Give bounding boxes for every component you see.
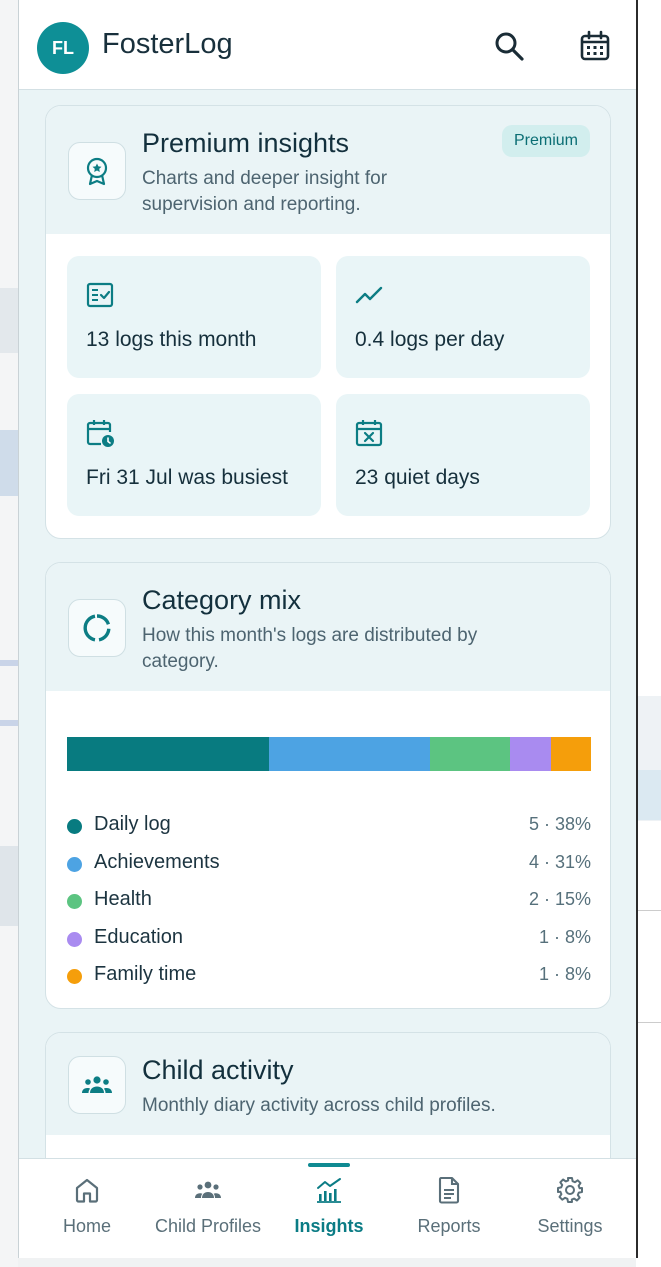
stat-label: 0.4 logs per day: [355, 328, 505, 351]
legend-value: 1 · 8%: [538, 926, 591, 947]
card-subtitle: Charts and deeper insight for supervisio…: [142, 168, 388, 215]
checklist-icon: [86, 282, 114, 308]
legend-dot: [67, 819, 82, 834]
background-strip: [0, 430, 18, 496]
nav-item-child-profiles[interactable]: Child Profiles: [153, 1159, 263, 1258]
stat-label: Fri 31 Jul was busiest: [86, 466, 288, 489]
top-app-bar: FL FosterLog: [19, 0, 636, 90]
stat-tile: Fri 31 Jul was busiest: [67, 394, 321, 516]
nav-item-home[interactable]: Home: [32, 1159, 142, 1258]
card-header: Child activity Monthly diary activity ac…: [46, 1033, 610, 1135]
legend-value: 5 · 38%: [528, 814, 591, 834]
card-subtitle: How this month's logs are distributed by…: [142, 625, 478, 672]
category-stacked-bar: [67, 737, 591, 771]
legend-value: 1 · 8%: [538, 964, 591, 984]
card-title: Premium insights: [142, 128, 350, 158]
header-icon-box: [68, 142, 126, 200]
calendar-icon[interactable]: [579, 30, 611, 62]
background-window-left: [0, 0, 18, 1267]
app-window: FL FosterLog: [18, 0, 638, 1258]
card-header: Premium insights Charts and deeper insig…: [46, 106, 610, 234]
stat-tile: 23 quiet days: [336, 394, 590, 516]
calendar-clock-icon: [86, 420, 114, 447]
child-activity-card: Child activity Monthly diary activity ac…: [45, 1032, 611, 1158]
background-strip: [0, 288, 18, 353]
legend-name: Health: [94, 888, 152, 910]
avatar[interactable]: FL: [37, 22, 89, 74]
bottom-navigation: Home Child Profiles Insig: [19, 1158, 636, 1258]
nav-label: Home: [62, 1216, 111, 1236]
premium-badge: Premium: [501, 125, 590, 157]
bar-segment-health: [429, 737, 511, 771]
stat-tile: 13 logs this month: [67, 256, 321, 378]
calendar-x-icon: [355, 420, 383, 447]
background-strip: [0, 720, 18, 726]
background-strip: [0, 660, 18, 666]
card-title: Category mix: [142, 585, 302, 615]
premium-insights-card: Premium insights Charts and deeper insig…: [45, 105, 611, 539]
nav-item-reports[interactable]: Reports: [394, 1159, 504, 1258]
header-icon-box: [68, 1056, 126, 1114]
bar-segment-achievements: [268, 737, 430, 771]
card-title: Child activity: [142, 1055, 294, 1085]
category-legend: Daily log 5 · 38% Achievements 4 · 31% Healt…: [67, 812, 591, 1000]
trend-line-icon: [355, 286, 383, 304]
people-icon: [82, 1076, 112, 1093]
legend-item: Family time 1 · 8%: [67, 962, 591, 1000]
app-title: FosterLog: [102, 28, 233, 60]
stat-label: 13 logs this month: [86, 328, 257, 351]
legend-dot: [67, 856, 82, 872]
nav-label: Settings: [537, 1216, 603, 1236]
scroll-content[interactable]: Premium insights Charts and deeper insig…: [19, 90, 636, 1158]
legend-value: 2 · 15%: [528, 889, 591, 909]
legend-item: Daily log 5 · 38%: [67, 812, 591, 850]
legend-dot: [67, 931, 82, 947]
header-icon-box: [68, 599, 126, 657]
background-strip: [0, 846, 18, 926]
nav-label: Child Profiles: [154, 1216, 262, 1236]
award-icon: [86, 157, 108, 186]
legend-name: Family time: [94, 963, 197, 985]
category-mix-card: Category mix How this month's logs are d…: [45, 562, 611, 1009]
nav-item-insights[interactable]: Insights: [274, 1159, 384, 1258]
stat-tile: 0.4 logs per day: [336, 256, 590, 378]
background-divider: [636, 1022, 661, 1023]
background-panel: [636, 770, 661, 820]
legend-name: Daily log: [94, 813, 171, 835]
stat-label: 23 quiet days: [355, 466, 480, 489]
active-indicator: [308, 1163, 350, 1167]
gear-icon: [557, 1177, 583, 1203]
card-header: Category mix How this month's logs are d…: [46, 563, 610, 691]
background-divider: [636, 910, 661, 911]
people-icon: [195, 1181, 221, 1198]
bar-segment-education: [510, 737, 551, 771]
nav-label: Reports: [417, 1216, 481, 1236]
legend-name: Education: [94, 925, 183, 948]
legend-item: Achievements 4 · 31%: [67, 850, 591, 888]
legend-item: Health 2 · 15%: [67, 887, 591, 925]
nav-item-settings[interactable]: Settings: [515, 1159, 625, 1258]
legend-name: Achievements: [94, 850, 220, 873]
bar-segment-family-time: [550, 737, 591, 771]
nav-label: Insights: [294, 1216, 364, 1236]
bar-segment-daily-log: [67, 737, 269, 771]
search-icon[interactable]: [493, 30, 525, 62]
document-icon: [438, 1176, 460, 1204]
donut-chart-icon: [83, 614, 111, 642]
stats-grid: 13 logs this month 0.4 logs per day: [67, 256, 591, 518]
legend-item: Education 1 · 8%: [67, 925, 591, 963]
background-window-right: [636, 0, 661, 1267]
chart-icon: [317, 1178, 341, 1203]
card-subtitle: Monthly diary activity across child prof…: [142, 1095, 496, 1116]
home-icon: [75, 1178, 99, 1203]
legend-dot: [67, 969, 82, 984]
legend-value: 4 · 31%: [528, 851, 591, 872]
legend-dot: [67, 894, 82, 909]
